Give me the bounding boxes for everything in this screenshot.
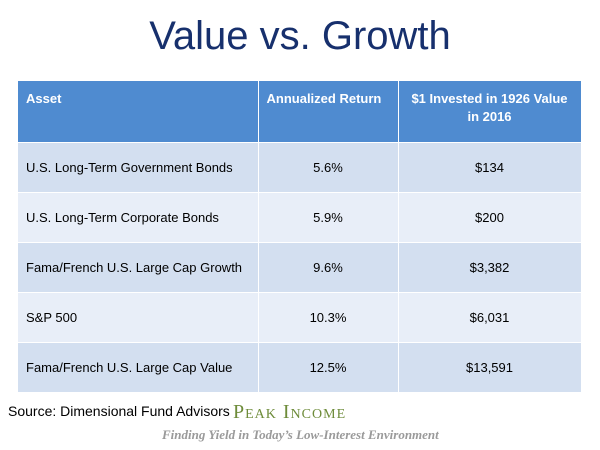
page-title: Value vs. Growth	[149, 14, 451, 58]
source-note: Source: Dimensional Fund Advisors	[8, 403, 230, 419]
cell-asset: Fama/French U.S. Large Cap Value	[18, 342, 259, 392]
cell-return: 10.3%	[258, 292, 399, 343]
cell-asset: U.S. Long-Term Government Bonds	[18, 142, 259, 193]
column-header-annualized-return: Annualized Return	[258, 81, 399, 143]
cell-asset: U.S. Long-Term Corporate Bonds	[18, 192, 259, 243]
cell-asset: S&P 500	[18, 292, 259, 343]
table-row: S&P 500 10.3% $6,031	[18, 292, 582, 343]
table-row: Fama/French U.S. Large Cap Value 12.5% $…	[18, 342, 582, 392]
table-row: Fama/French U.S. Large Cap Growth 9.6% $…	[18, 242, 582, 293]
cell-value: $6,031	[398, 292, 582, 343]
brand-logo: Peak Income	[233, 401, 347, 423]
cell-return: 5.9%	[258, 192, 399, 243]
cell-value: $134	[398, 142, 582, 193]
column-header-asset: Asset	[18, 81, 259, 143]
column-header-invested-value: $1 Invested in 1926 Value in 2016	[398, 81, 582, 143]
returns-table: Asset Annualized Return $1 Invested in 1…	[18, 81, 582, 392]
table-row: U.S. Long-Term Corporate Bonds 5.9% $200	[18, 192, 582, 243]
cell-return: 12.5%	[258, 342, 399, 392]
cell-value: $200	[398, 192, 582, 243]
cell-return: 5.6%	[258, 142, 399, 193]
table-header-row: Asset Annualized Return $1 Invested in 1…	[18, 81, 582, 143]
cell-asset: Fama/French U.S. Large Cap Growth	[18, 242, 259, 293]
cell-value: $3,382	[398, 242, 582, 293]
brand-tagline: Finding Yield in Today’s Low-Interest En…	[162, 427, 439, 442]
table-row: U.S. Long-Term Government Bonds 5.6% $13…	[18, 142, 582, 193]
cell-value: $13,591	[398, 342, 582, 392]
cell-return: 9.6%	[258, 242, 399, 293]
